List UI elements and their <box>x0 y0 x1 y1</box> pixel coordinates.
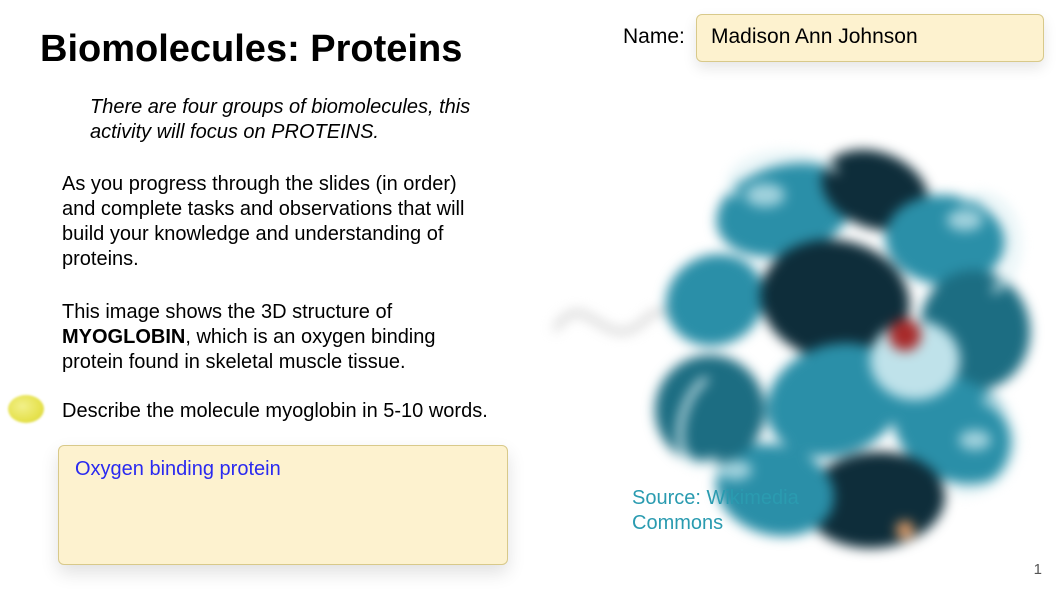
page-number: 1 <box>1034 561 1042 578</box>
answer-text: Oxygen binding protein <box>75 458 281 480</box>
slide: Biomolecules: Proteins Name: Madison Ann… <box>0 0 1062 598</box>
page-title: Biomolecules: Proteins <box>40 28 462 71</box>
image-source: Source: Wikimedia Commons <box>632 486 832 536</box>
para2-pre: This image shows the 3D structure of <box>62 301 392 323</box>
bullet-icon <box>8 395 44 423</box>
name-input-box[interactable]: Madison Ann Johnson <box>696 14 1044 62</box>
intro-text: There are four groups of biomolecules, t… <box>90 95 510 145</box>
paragraph-1: As you progress through the slides (in o… <box>62 172 492 272</box>
name-value: Madison Ann Johnson <box>711 25 918 48</box>
name-label: Name: <box>623 25 685 49</box>
paragraph-2: This image shows the 3D structure of MYO… <box>62 300 482 375</box>
prompt-text: Describe the molecule myoglobin in 5-10 … <box>62 400 522 423</box>
answer-input-box[interactable]: Oxygen binding protein <box>58 445 508 565</box>
para2-bold: MYOGLOBIN <box>62 326 185 348</box>
